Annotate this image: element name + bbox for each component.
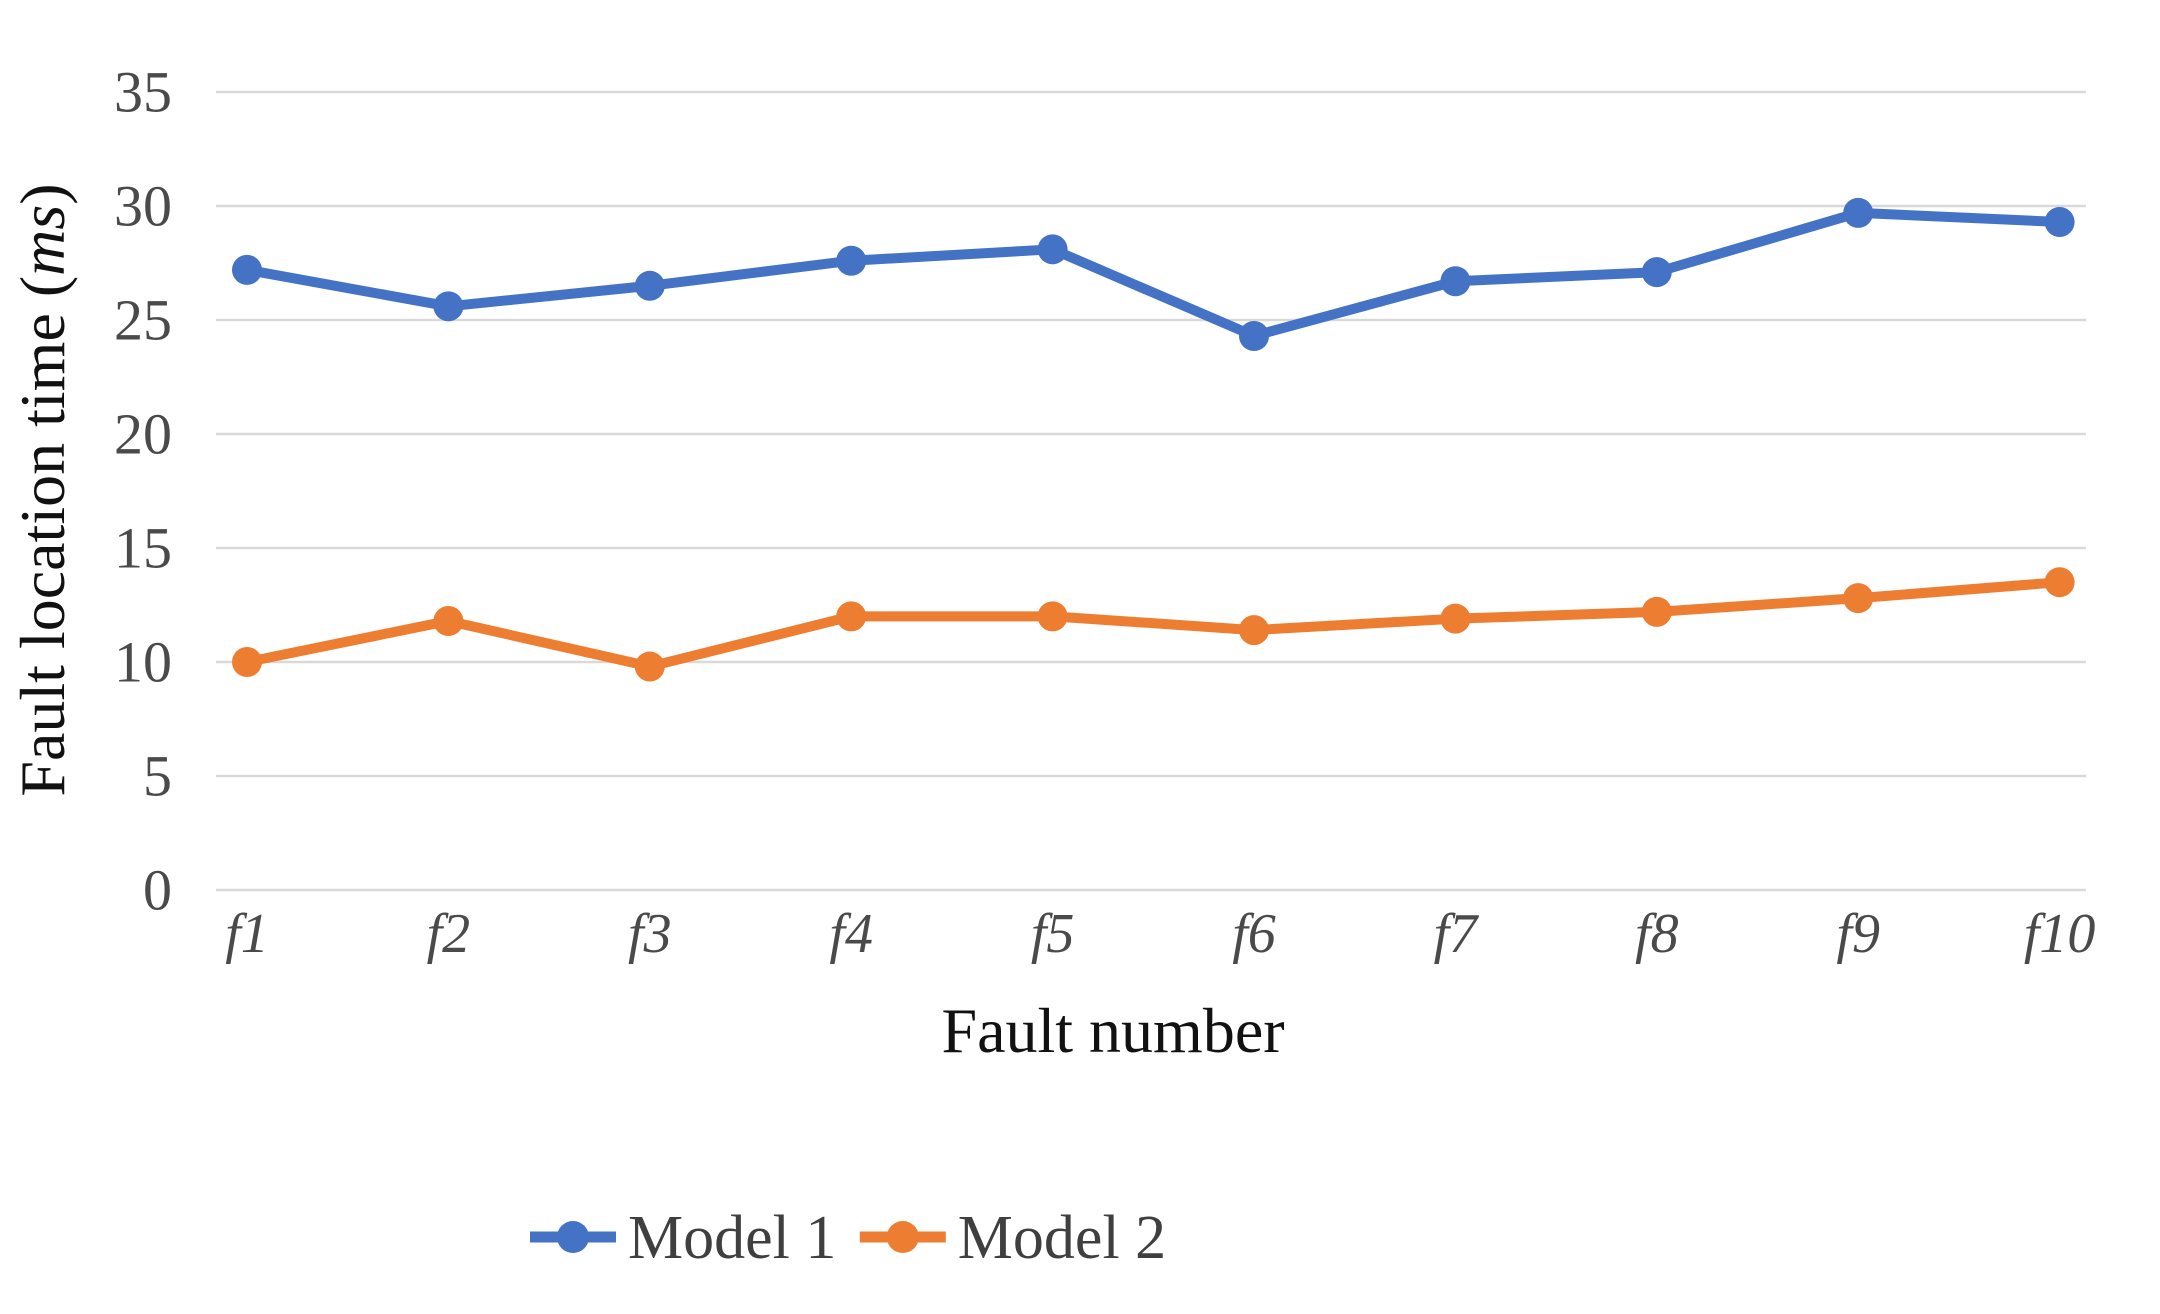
series-1: [232, 197, 2075, 351]
y-tick-label: 30: [114, 174, 172, 239]
data-point-marker: [433, 605, 464, 636]
x-axis-title: Fault number: [941, 995, 1284, 1066]
data-point-marker: [634, 270, 665, 301]
x-category-label: f2: [427, 903, 471, 965]
data-point-marker: [2044, 206, 2075, 237]
data-series: [232, 197, 2075, 682]
data-point-marker: [1641, 257, 1672, 288]
legend: Model 1 Model 2: [530, 1204, 1166, 1272]
series-line: [242, 577, 2065, 672]
y-tick-label: 35: [114, 60, 172, 125]
y-tick-label: 25: [114, 288, 172, 353]
y-tick-label: 10: [114, 630, 172, 695]
x-category-label: f1: [225, 903, 269, 965]
data-point-marker: [433, 291, 464, 322]
legend-marker-dot: [886, 1221, 919, 1253]
y-axis-title: Fault location time (ms): [7, 183, 78, 796]
x-category-label: f4: [829, 903, 873, 965]
legend-label: Model 1: [628, 1204, 836, 1272]
x-category-label: f3: [628, 903, 672, 965]
x-category-label: f8: [1635, 903, 1679, 965]
data-point-marker: [1239, 615, 1269, 646]
data-point-marker: [1037, 234, 1068, 265]
legend-label: Model 2: [958, 1204, 1166, 1272]
data-point-marker: [232, 647, 262, 677]
series-line: [242, 207, 2065, 341]
y-tick-label: 0: [143, 858, 172, 923]
y-axis-tick-labels: 0 5 10 15 20 25 30 35: [114, 60, 172, 923]
legend-marker-dot: [557, 1221, 589, 1253]
x-category-label: f6: [1232, 903, 1276, 965]
x-category-label: f10: [2024, 903, 2096, 965]
data-point-marker: [1440, 266, 1471, 297]
legend-item-model-1: Model 1: [530, 1204, 836, 1272]
gridlines: [216, 90, 2086, 892]
legend-item-model-2: Model 2: [859, 1204, 1166, 1272]
y-tick-label: 5: [143, 744, 172, 809]
data-point-marker: [836, 601, 867, 632]
data-point-marker: [1843, 583, 1874, 614]
data-point-marker: [634, 651, 665, 682]
data-point-marker: [1239, 320, 1269, 351]
data-point-marker: [232, 254, 262, 285]
data-point-marker: [1641, 596, 1672, 627]
data-point-marker: [836, 245, 867, 276]
x-category-label: f7: [1434, 903, 1480, 965]
data-point-marker: [1440, 603, 1471, 634]
data-point-marker: [2044, 567, 2075, 598]
x-category-label: f5: [1031, 903, 1075, 965]
series-2: [232, 567, 2075, 682]
data-point-marker: [1037, 601, 1068, 632]
y-tick-label: 20: [114, 402, 172, 467]
y-tick-label: 15: [114, 516, 172, 581]
x-axis-category-labels: f1 f2 f3 f4 f5 f6 f7 f8 f9 f10: [225, 903, 2095, 965]
data-point-marker: [1843, 197, 1874, 228]
x-category-label: f9: [1836, 903, 1880, 965]
